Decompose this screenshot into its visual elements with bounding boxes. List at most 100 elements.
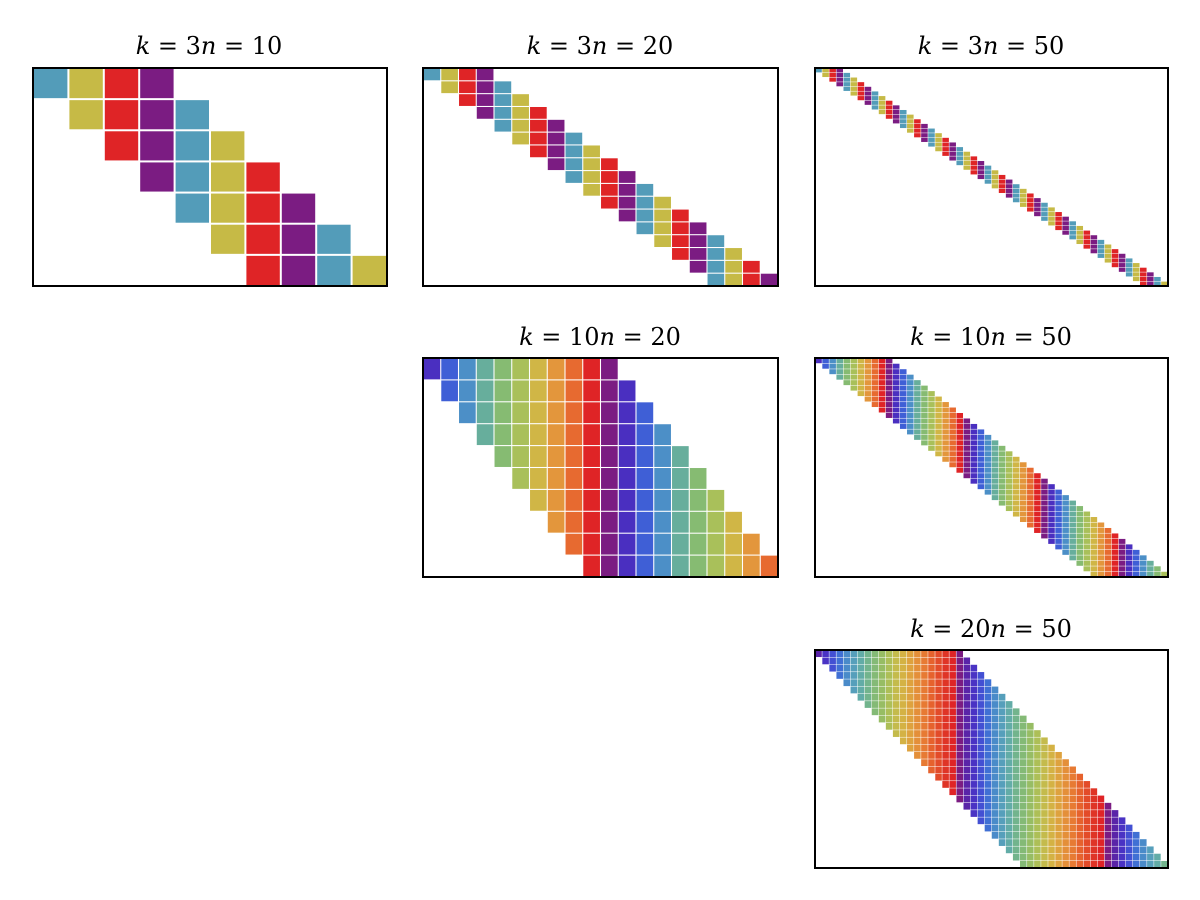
heatmap-cell bbox=[871, 650, 879, 658]
heatmap-cell bbox=[1005, 478, 1013, 484]
heatmap-cell bbox=[246, 255, 280, 285]
heatmap-cell bbox=[565, 468, 583, 489]
heatmap-cell bbox=[892, 664, 900, 672]
heatmap-cell bbox=[977, 473, 985, 479]
heatmap-cell bbox=[1019, 860, 1027, 868]
heatmap-cell bbox=[885, 369, 893, 375]
heatmap-cell bbox=[1019, 817, 1027, 825]
heatmap-cell bbox=[601, 358, 618, 380]
heatmap-cell bbox=[140, 100, 174, 130]
heatmap-cell bbox=[857, 91, 865, 96]
heatmap-cell bbox=[530, 358, 547, 380]
heatmap-cell bbox=[921, 730, 928, 737]
heatmap-cell bbox=[583, 145, 600, 158]
heatmap-cell bbox=[1111, 824, 1119, 832]
heatmap-cell bbox=[836, 72, 843, 78]
heatmap-cell bbox=[977, 462, 985, 468]
heatmap-cell bbox=[583, 555, 600, 577]
heatmap-cell bbox=[949, 650, 956, 658]
heatmap-cell bbox=[871, 693, 879, 701]
heatmap-cell bbox=[459, 380, 476, 402]
panel-title: k = 3n = 20 bbox=[527, 32, 674, 60]
heatmap-cell bbox=[949, 440, 956, 446]
heatmap-cell bbox=[1027, 198, 1034, 203]
heatmap-cell bbox=[914, 730, 921, 737]
heatmap-cell bbox=[984, 730, 992, 737]
heatmap-cell bbox=[1012, 473, 1020, 479]
title-n-value: 20 bbox=[650, 323, 681, 351]
heatmap-cell bbox=[1055, 773, 1062, 781]
heatmap-cell bbox=[1062, 221, 1069, 226]
heatmap-cell bbox=[843, 363, 851, 369]
heatmap-cell bbox=[1034, 522, 1041, 528]
panel-title: k = 3n = 10 bbox=[136, 32, 283, 60]
heatmap-cell bbox=[892, 679, 900, 687]
heatmap-cell bbox=[1019, 730, 1027, 737]
heatmap-cell bbox=[1111, 544, 1119, 550]
heatmap-cell bbox=[843, 72, 851, 78]
heatmap-cell bbox=[104, 69, 139, 99]
heatmap-cell bbox=[1097, 560, 1105, 566]
heatmap-cell bbox=[899, 686, 907, 694]
heatmap-cell bbox=[899, 369, 907, 375]
heatmap-cell bbox=[977, 701, 985, 708]
heatmap-cell bbox=[618, 380, 636, 402]
heatmap-cell bbox=[1005, 500, 1013, 506]
heatmap-cell bbox=[977, 440, 985, 446]
heatmap-cell bbox=[899, 657, 907, 665]
heatmap-cell bbox=[1034, 773, 1041, 781]
heatmap-cell bbox=[991, 451, 999, 457]
heatmap-cell bbox=[1125, 853, 1133, 861]
heatmap-cell bbox=[1076, 824, 1084, 832]
heatmap-cell bbox=[878, 693, 886, 701]
heatmap-cell bbox=[822, 68, 829, 73]
heatmap-cell bbox=[1125, 846, 1133, 854]
heatmap-cell bbox=[935, 766, 942, 774]
heatmap-cell bbox=[1012, 478, 1020, 484]
heatmap-cell bbox=[878, 358, 886, 364]
heatmap-cell bbox=[1076, 538, 1084, 544]
heatmap-cell bbox=[1076, 230, 1084, 235]
heatmap-cell bbox=[949, 759, 956, 767]
heatmap-cell bbox=[864, 96, 872, 101]
heatmap-cell bbox=[956, 737, 964, 745]
heatmap-cell bbox=[928, 766, 935, 774]
heatmap-cell bbox=[899, 380, 907, 386]
heatmap-cell bbox=[1111, 831, 1119, 839]
heatmap-cell bbox=[1055, 221, 1062, 226]
heatmap-cell bbox=[935, 701, 942, 708]
heatmap-cell bbox=[871, 363, 879, 369]
heatmap-cell bbox=[547, 380, 565, 402]
heatmap-cell bbox=[892, 380, 900, 386]
heatmap-cell bbox=[1097, 810, 1105, 817]
heatmap-cell bbox=[476, 68, 494, 81]
title-k-value: 3 bbox=[577, 32, 592, 60]
heatmap-cell bbox=[547, 119, 565, 132]
heatmap-cell bbox=[725, 273, 742, 286]
heatmap-cell bbox=[984, 484, 992, 490]
heatmap-cell bbox=[935, 693, 942, 701]
heatmap-cell bbox=[760, 555, 778, 577]
heatmap-cell bbox=[1140, 281, 1147, 286]
heatmap-cell bbox=[907, 429, 914, 435]
heatmap-cell bbox=[843, 86, 851, 91]
heatmap-cell bbox=[1062, 788, 1069, 796]
heatmap-cell bbox=[984, 744, 992, 752]
heatmap-cell bbox=[822, 72, 829, 78]
heatmap-cell bbox=[476, 402, 494, 424]
heatmap-cell bbox=[984, 810, 992, 817]
heatmap-cell bbox=[815, 650, 822, 658]
heatmap-cell bbox=[885, 701, 893, 708]
heatmap-cell bbox=[725, 260, 742, 273]
title-k-label: k bbox=[527, 32, 542, 60]
heatmap-cell bbox=[1041, 795, 1048, 803]
heatmap-cell bbox=[963, 451, 971, 457]
heatmap-cell bbox=[914, 715, 921, 723]
heatmap-cell bbox=[1019, 773, 1027, 781]
heatmap-cell bbox=[1005, 773, 1013, 781]
heatmap-cell bbox=[878, 385, 886, 391]
title-n-label: n bbox=[592, 32, 607, 60]
heatmap-cells bbox=[423, 68, 778, 286]
heatmap-cell bbox=[725, 555, 742, 577]
heatmap-cell bbox=[871, 391, 879, 397]
